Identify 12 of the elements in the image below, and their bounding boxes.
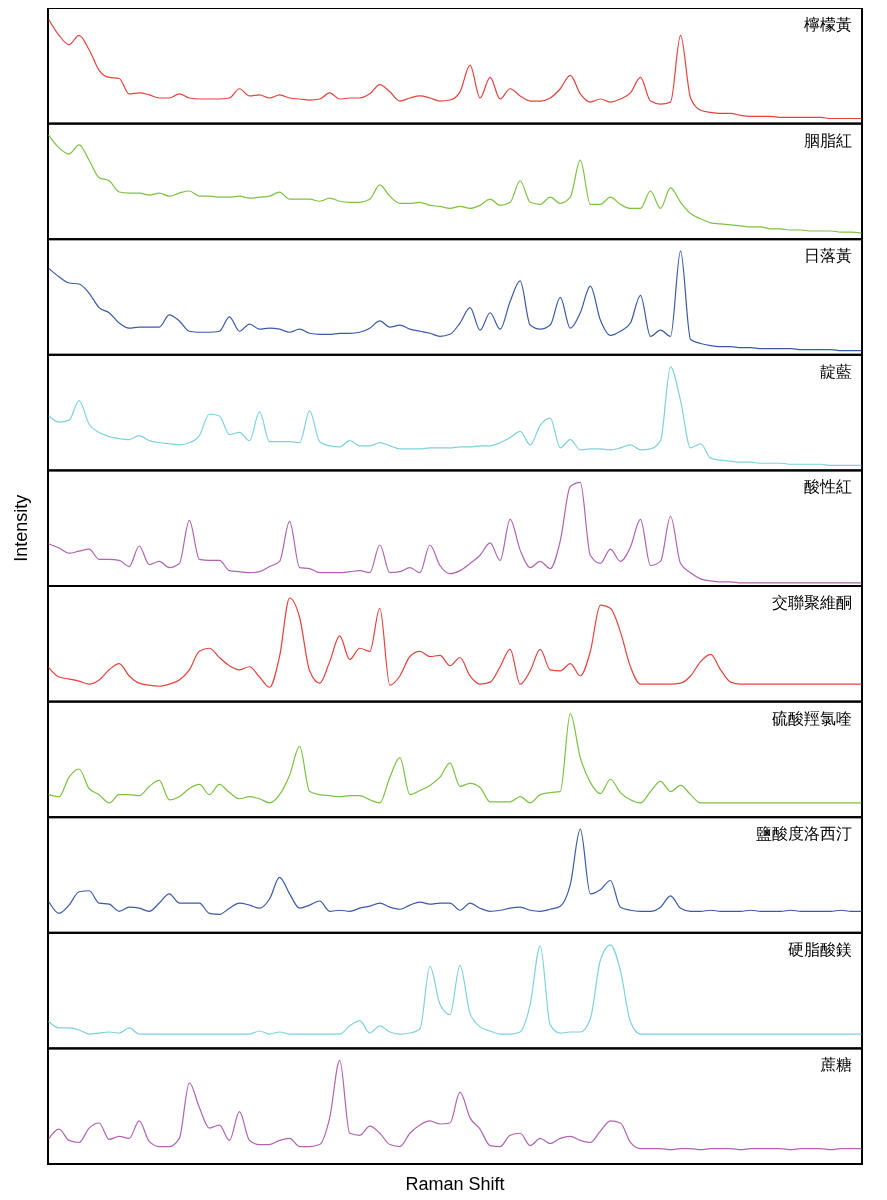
chart-title: 硬脂酸鎂 bbox=[788, 940, 852, 958]
chart-title: 日落黃 bbox=[804, 247, 852, 265]
chart-title: 酸性紅 bbox=[804, 478, 852, 496]
chart-title: 胭脂紅 bbox=[804, 131, 852, 149]
y-axis-title: Intensity bbox=[10, 494, 31, 562]
chart-title: 交聯聚維酮 bbox=[772, 594, 852, 611]
chart-title: 檸檬黃 bbox=[804, 16, 852, 33]
chart-title: 蔗糖 bbox=[820, 1056, 852, 1074]
x-axis-title: Raman Shift bbox=[405, 1174, 505, 1194]
chart-title: 硫酸羥氯喹 bbox=[772, 709, 852, 727]
chart-title: 靛藍 bbox=[820, 362, 852, 380]
chart-title: 鹽酸度洛西汀 bbox=[756, 825, 852, 843]
